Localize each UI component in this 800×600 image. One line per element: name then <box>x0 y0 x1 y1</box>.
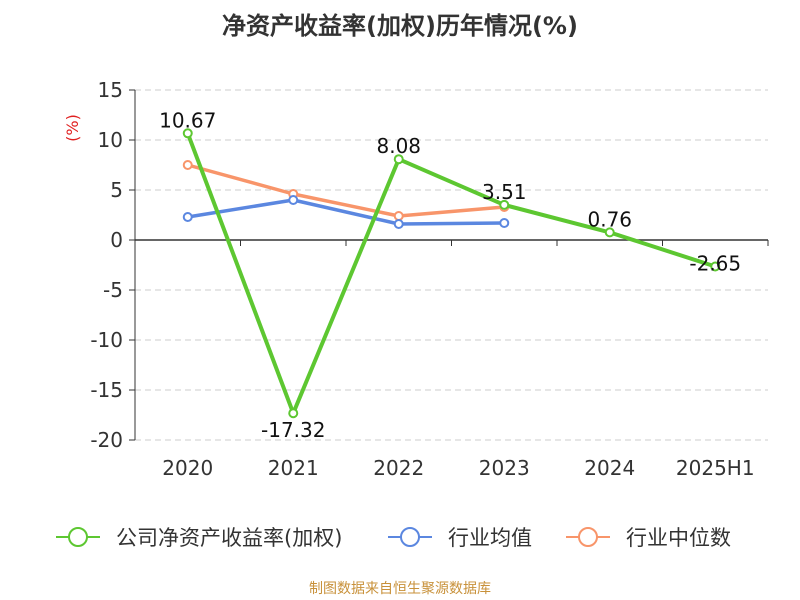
data-point <box>393 211 404 221</box>
legend-label: 公司净资产收益率(加权) <box>116 526 342 550</box>
y-tick-label: 10 <box>98 128 123 152</box>
data-point <box>393 154 404 165</box>
x-tick-label: 2020 <box>162 456 213 480</box>
grid-layer <box>135 89 768 441</box>
x-tick-label: 2023 <box>479 456 530 480</box>
x-tick-label: 2022 <box>373 456 424 480</box>
legend-item: 行业均值 <box>388 526 532 550</box>
legend-item: 公司净资产收益率(加权) <box>56 526 342 550</box>
y-tick-label: -10 <box>90 328 123 352</box>
x-tick-label: 2021 <box>268 456 319 480</box>
x-tick-label: 2025H1 <box>676 456 755 480</box>
data-label-layer: 10.67 -17.32 8.08 3.51 0.76 -2.65 <box>159 108 741 442</box>
data-point <box>499 218 510 228</box>
data-point <box>288 408 299 419</box>
footer-source: 制图数据来自恒生聚源数据库 <box>309 581 491 597</box>
data-point <box>182 212 193 222</box>
y-tick-label: 5 <box>110 178 123 202</box>
data-point <box>288 195 299 205</box>
series-line <box>186 198 506 226</box>
y-axis-label: (%) <box>63 114 82 142</box>
legend-label: 行业均值 <box>448 526 532 550</box>
data-point <box>710 261 721 272</box>
data-label: 0.76 <box>587 207 632 231</box>
legend-marker <box>68 527 88 547</box>
legend-marker <box>578 527 598 547</box>
legend: 公司净资产收益率(加权) 行业均值 行业中位数 <box>56 526 731 550</box>
data-point <box>182 160 193 170</box>
axis-layer: 15 10 5 0 -5 -10 -15 -20 (%) 2020 2021 2022 2023 2024… <box>63 78 769 480</box>
chart-title: 净资产收益率(加权)历年情况(%) <box>222 12 578 40</box>
data-point <box>499 199 510 210</box>
data-label: 10.67 <box>159 108 216 132</box>
data-label: -17.32 <box>261 418 325 442</box>
legend-label: 行业中位数 <box>626 526 731 550</box>
data-point <box>182 128 193 139</box>
y-tick-label: 0 <box>110 228 123 252</box>
y-tick-label: 15 <box>98 78 123 102</box>
y-tick-label: -20 <box>90 428 123 452</box>
series-line <box>185 131 718 416</box>
data-label: 8.08 <box>376 134 421 158</box>
data-label: 3.51 <box>482 180 527 204</box>
y-tick-label: -15 <box>90 378 123 402</box>
legend-marker <box>400 527 420 547</box>
series-layer <box>182 128 721 419</box>
data-point <box>604 227 615 238</box>
y-tick-label: -5 <box>103 278 123 302</box>
x-tick-label: 2024 <box>584 456 635 480</box>
series-line <box>186 163 506 218</box>
data-label: -2.65 <box>689 252 741 276</box>
data-point <box>393 219 404 229</box>
legend-item: 行业中位数 <box>566 526 731 550</box>
